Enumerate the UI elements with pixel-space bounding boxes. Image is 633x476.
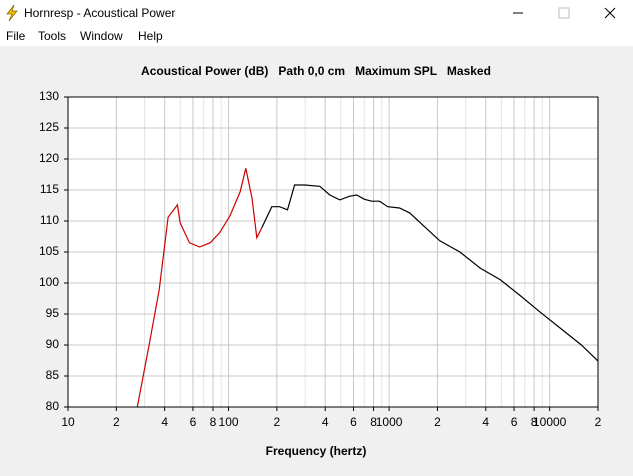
x-tick-label: 10 <box>61 415 75 429</box>
x-tick-label: 1000 <box>376 415 403 429</box>
menu-item[interactable]: File <box>6 29 26 43</box>
x-tick-label: 4 <box>482 415 489 429</box>
title-bar: Hornresp - Acoustical Power <box>0 0 633 26</box>
y-tick-label: 120 <box>39 151 59 165</box>
x-tick-label: 2 <box>274 415 281 429</box>
y-tick-label: 90 <box>46 337 60 351</box>
x-tick-label: 4 <box>161 415 168 429</box>
chart-title: Acoustical Power (dB) Path 0,0 cm Maximu… <box>141 64 491 78</box>
window-controls <box>513 7 616 19</box>
close-button[interactable] <box>604 7 616 19</box>
y-tick-label: 125 <box>39 120 59 134</box>
y-tick-label: 100 <box>39 275 59 289</box>
menu-item[interactable]: Window <box>80 29 123 43</box>
x-tick-label: 2 <box>113 415 120 429</box>
y-tick-label: 130 <box>39 89 59 103</box>
chart: Acoustical Power (dB) Path 0,0 cm Maximu… <box>39 64 602 458</box>
x-tick-label: 8 <box>531 415 538 429</box>
app-icon <box>6 4 18 22</box>
menu-item[interactable]: Tools <box>38 29 67 43</box>
x-tick-label: 8 <box>370 415 377 429</box>
y-tick-label: 115 <box>40 182 59 196</box>
y-tick-label: 105 <box>39 244 59 258</box>
x-tick-label: 2 <box>434 415 441 429</box>
x-tick-label: 6 <box>511 415 518 429</box>
series-line <box>261 184 599 362</box>
y-tick-label: 95 <box>46 306 60 320</box>
maximize-button[interactable] <box>558 7 570 19</box>
y-tick-label: 110 <box>40 213 59 227</box>
x-tick-label: 100 <box>219 415 239 429</box>
x-tick-label: 4 <box>322 415 329 429</box>
x-tick-label: 6 <box>190 415 197 429</box>
menu-item[interactable]: Help <box>138 29 163 43</box>
x-axis-label: Frequency (hertz) <box>266 444 367 458</box>
window-title: Hornresp - Acoustical Power <box>24 6 176 20</box>
series-line <box>136 168 263 408</box>
x-tick-label: 2 <box>595 415 602 429</box>
y-tick-label: 85 <box>46 368 60 382</box>
y-tick-label: 80 <box>46 399 60 413</box>
menu-bar: File Tools Window Help <box>0 26 633 46</box>
x-tick-label: 8 <box>210 415 217 429</box>
x-tick-label: 6 <box>350 415 357 429</box>
x-tick-label: 10000 <box>533 415 567 429</box>
plot-border <box>67 96 599 408</box>
